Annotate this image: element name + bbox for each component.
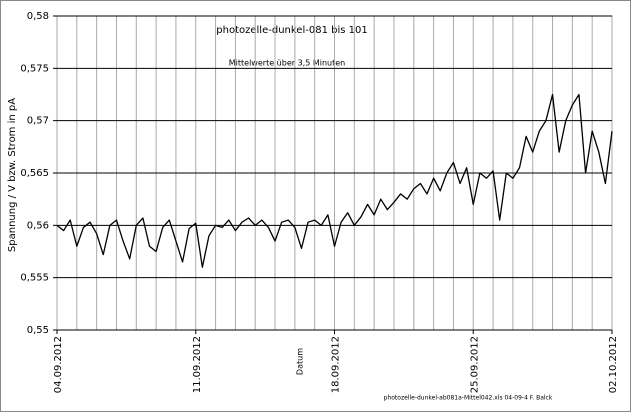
y-tick-label: 0,575 [20,63,49,74]
x-tick-label: 25.09.2012 [469,336,480,393]
x-tick-label: 18.09.2012 [331,336,342,393]
data-line [56,93,613,268]
x-tick-label: 11.09.2012 [192,336,203,393]
y-tick-label: 0,565 [20,168,49,179]
y-tick-label: 0,555 [20,273,49,284]
x-axis-label: Datum [296,348,305,375]
chart-subtitle: Mittelwerte über 3,5 Minuten [229,59,345,68]
y-axis-label: Spannung / V bzw. Strom in pA [7,98,18,252]
y-tick-label: 0,58 [27,11,49,22]
x-tick-label: 02.10.2012 [608,336,619,393]
y-tick-label: 0,57 [27,116,49,127]
footnote: photozelle-dunkel-ab081a-Mittel042.xls 0… [384,395,553,402]
x-tick-label: 04.09.2012 [53,336,64,393]
chart-title: photozelle-dunkel-081 bis 101 [216,25,367,36]
y-tick-label: 0,56 [27,220,49,231]
y-tick-label: 0,55 [27,325,49,336]
